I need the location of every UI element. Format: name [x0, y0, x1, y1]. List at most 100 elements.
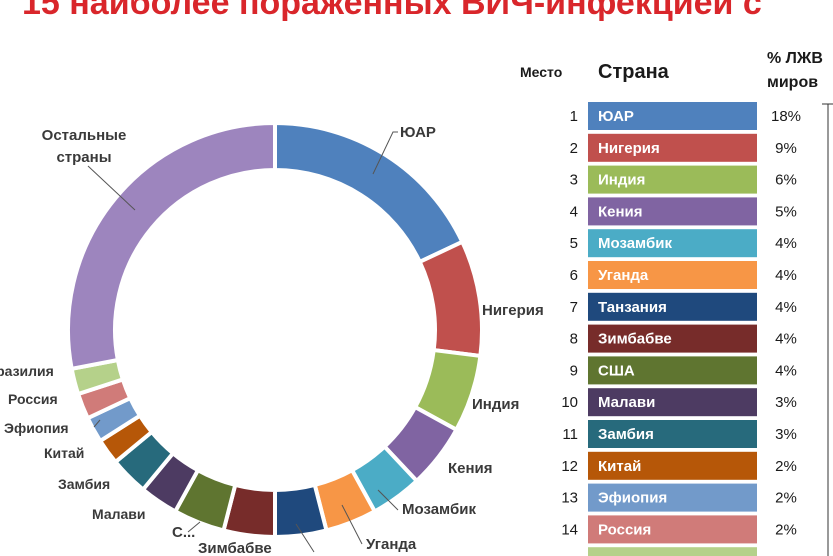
donut-leader-1 [372, 131, 398, 175]
table-row: 13 Эфиопия 2% [561, 483, 797, 512]
table-header-pct: % ЛЖВ [767, 50, 823, 67]
table-row: 10 Малави 3% [561, 388, 797, 417]
table-row: 12 Китай 2% [561, 451, 797, 480]
table-country: Малави [598, 394, 655, 411]
donut-leader-5 [377, 489, 399, 511]
table-pct: 2% [775, 553, 797, 556]
table-country: Россия [598, 521, 651, 538]
table-pct: 6% [775, 172, 797, 189]
table-rank: 4 [570, 203, 578, 220]
donut-label-8: Зимбабве [198, 540, 272, 556]
table-rank: 6 [570, 267, 578, 284]
donut-label-12: Китай [44, 445, 84, 461]
table-rank: 10 [561, 394, 578, 411]
table-country: Кения [598, 203, 643, 220]
country-swatch [588, 420, 757, 448]
table-country: Нигерия [598, 140, 660, 157]
donut-leader-16 [87, 165, 136, 211]
country-swatch [588, 483, 757, 512]
table-country: Уганда [598, 267, 649, 284]
donut-label-10: Малави [92, 506, 146, 522]
table-country: Танзания [598, 299, 667, 316]
table-rank: 12 [561, 458, 578, 475]
table-pct: 3% [775, 426, 797, 443]
donut-label-13: Эфиопия [4, 420, 69, 436]
table-pct: 4% [775, 235, 797, 252]
table-pct: 9% [775, 140, 797, 157]
chart-title: 15 наиболее пораженных ВИЧ-инфекцией с [22, 0, 762, 22]
country-swatch [588, 133, 757, 162]
table-rank: 14 [561, 521, 578, 538]
table-country: США [598, 362, 635, 379]
country-swatch [588, 547, 757, 556]
table-rank: 7 [570, 299, 578, 316]
donut-slice-16 [66, 120, 277, 372]
donut-leader-9 [187, 521, 201, 533]
donut-leader-13 [93, 419, 101, 428]
country-swatch [588, 292, 757, 321]
donut-slice-1 [273, 120, 465, 265]
table-rank: 9 [570, 362, 578, 379]
table-rank: 15 [561, 553, 578, 556]
table-row: 15 2% [561, 547, 797, 556]
country-swatch [588, 324, 757, 353]
country-swatch [588, 261, 757, 289]
table-country: Мозамбик [598, 235, 672, 252]
donut-label-15: Бразилия [0, 363, 54, 379]
table-pct: 4% [775, 299, 797, 316]
ranking-table: Место Страна % ЛЖВ миров 1 ЮАР 18% 2 Нигерия… [520, 50, 833, 556]
table-row: 1 ЮАР 18% [570, 102, 801, 130]
donut-leader-6 [341, 504, 363, 545]
donut-label-11: Замбия [58, 476, 110, 492]
donut-slice-7 [273, 482, 329, 540]
table-row: 7 Танзания 4% [570, 292, 797, 321]
table-row: 8 Зимбабве 4% [570, 324, 797, 353]
donut-leader-7 [295, 523, 315, 553]
donut-label-16: Остальные страны [42, 127, 127, 166]
table-rank: 3 [570, 172, 578, 189]
table-row: 3 Индия 6% [570, 165, 797, 194]
country-swatch [588, 515, 757, 544]
table-rank: 13 [561, 490, 578, 507]
table-row: 5 Мозамбик 4% [570, 229, 797, 258]
table-row: 2 Нигерия 9% [570, 133, 797, 162]
table-pct: 2% [775, 458, 797, 475]
table-row: 6 Уганда 4% [570, 261, 797, 289]
table-rank: 2 [570, 140, 578, 157]
donut-chart [66, 120, 484, 540]
table-pct: 5% [775, 203, 797, 220]
country-swatch [588, 229, 757, 258]
table-rank: 5 [570, 235, 578, 252]
donut-label-2: Нигерия [482, 302, 544, 319]
table-rank: 11 [562, 426, 578, 443]
donut-label-5: Мозамбик [402, 501, 476, 518]
table-header-rank: Место [520, 64, 562, 80]
table-pct: 18% [771, 108, 801, 125]
table-pct: 4% [775, 267, 797, 284]
country-swatch [588, 356, 757, 385]
donut-label-3: Индия [472, 396, 519, 413]
donut-label-14: Россия [8, 391, 58, 407]
country-swatch [588, 197, 757, 226]
table-country: Индия [598, 172, 645, 189]
donut-slice-2 [417, 239, 484, 359]
donut-label-4: Кения [448, 460, 493, 477]
country-swatch [588, 165, 757, 194]
donut-labels: ЮАР Нигерия Индия Кения Мозамбик Уганда Зимбаб… [0, 124, 544, 556]
table-country: Китай [598, 458, 641, 475]
donut-label-9: С... [172, 524, 195, 541]
donut-label-6: Уганда [366, 536, 417, 553]
table-row: 9 США 4% [570, 356, 797, 385]
table-pct: 2% [775, 521, 797, 538]
table-pct: 2% [775, 490, 797, 507]
donut-label-1: ЮАР [400, 124, 436, 141]
table-country: Эфиопия [598, 490, 667, 507]
table-pct: 4% [775, 362, 797, 379]
table-rank: 1 [570, 108, 578, 125]
table-row: 4 Кения 5% [570, 197, 797, 226]
table-country: ЮАР [598, 108, 634, 125]
table-rank: 8 [570, 331, 578, 348]
table-country: Замбия [598, 426, 654, 443]
table-pct: 4% [775, 331, 797, 348]
